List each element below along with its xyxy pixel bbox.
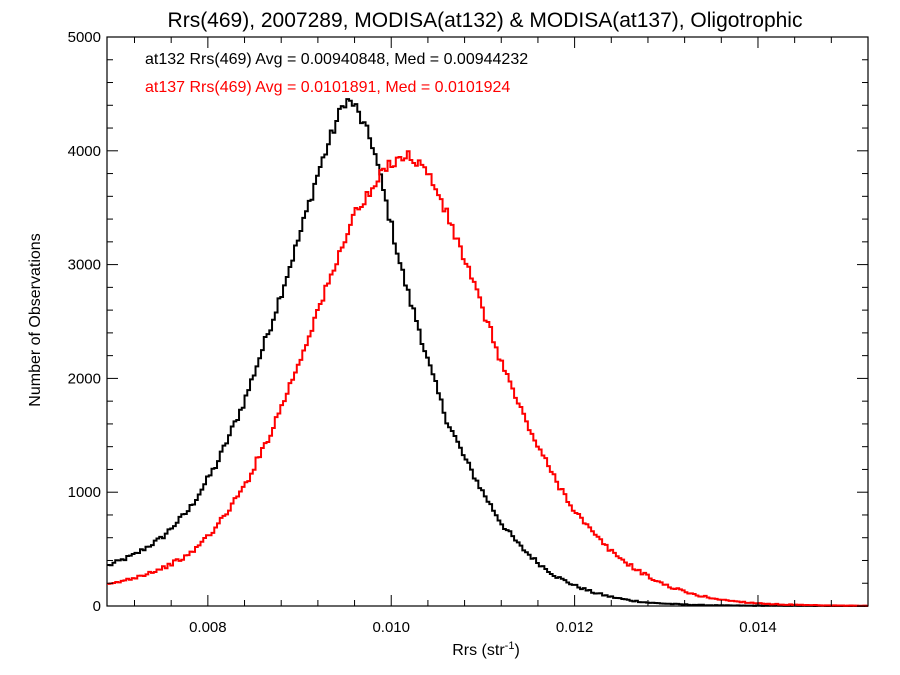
x-tick-label: 0.014 bbox=[739, 619, 777, 636]
annotation-at137: at137 Rrs(469) Avg = 0.0101891, Med = 0.… bbox=[145, 79, 510, 96]
y-tick-label: 0 bbox=[93, 598, 101, 615]
x-tick-label: 0.010 bbox=[372, 619, 410, 636]
x-tick-label: 0.008 bbox=[189, 619, 227, 636]
y-axis-ticks: 0 1000 2000 3000 4000 5000 bbox=[68, 29, 868, 615]
y-tick-label: 5000 bbox=[68, 29, 101, 46]
annotation-at132: at132 Rrs(469) Avg = 0.00940848, Med = 0… bbox=[145, 51, 528, 68]
x-axis-ticks: 0.008 0.010 0.012 0.014 bbox=[134, 37, 869, 636]
y-tick-label: 3000 bbox=[68, 257, 101, 274]
y-tick-label: 1000 bbox=[68, 484, 101, 501]
chart-title: Rrs(469), 2007289, MODISA(at132) & MODIS… bbox=[168, 9, 803, 32]
series-at137-histogram bbox=[107, 150, 868, 607]
y-axis-label: Number of Observations bbox=[27, 233, 44, 406]
plot-area bbox=[106, 36, 869, 607]
x-tick-label: 0.012 bbox=[556, 619, 594, 636]
y-tick-label: 4000 bbox=[68, 143, 101, 160]
series-at132-histogram bbox=[107, 98, 868, 607]
x-axis-label: Rrs (str-1) bbox=[452, 640, 520, 659]
plot-frame bbox=[106, 36, 869, 607]
series-layer bbox=[107, 98, 868, 607]
y-tick-label: 2000 bbox=[68, 370, 101, 387]
